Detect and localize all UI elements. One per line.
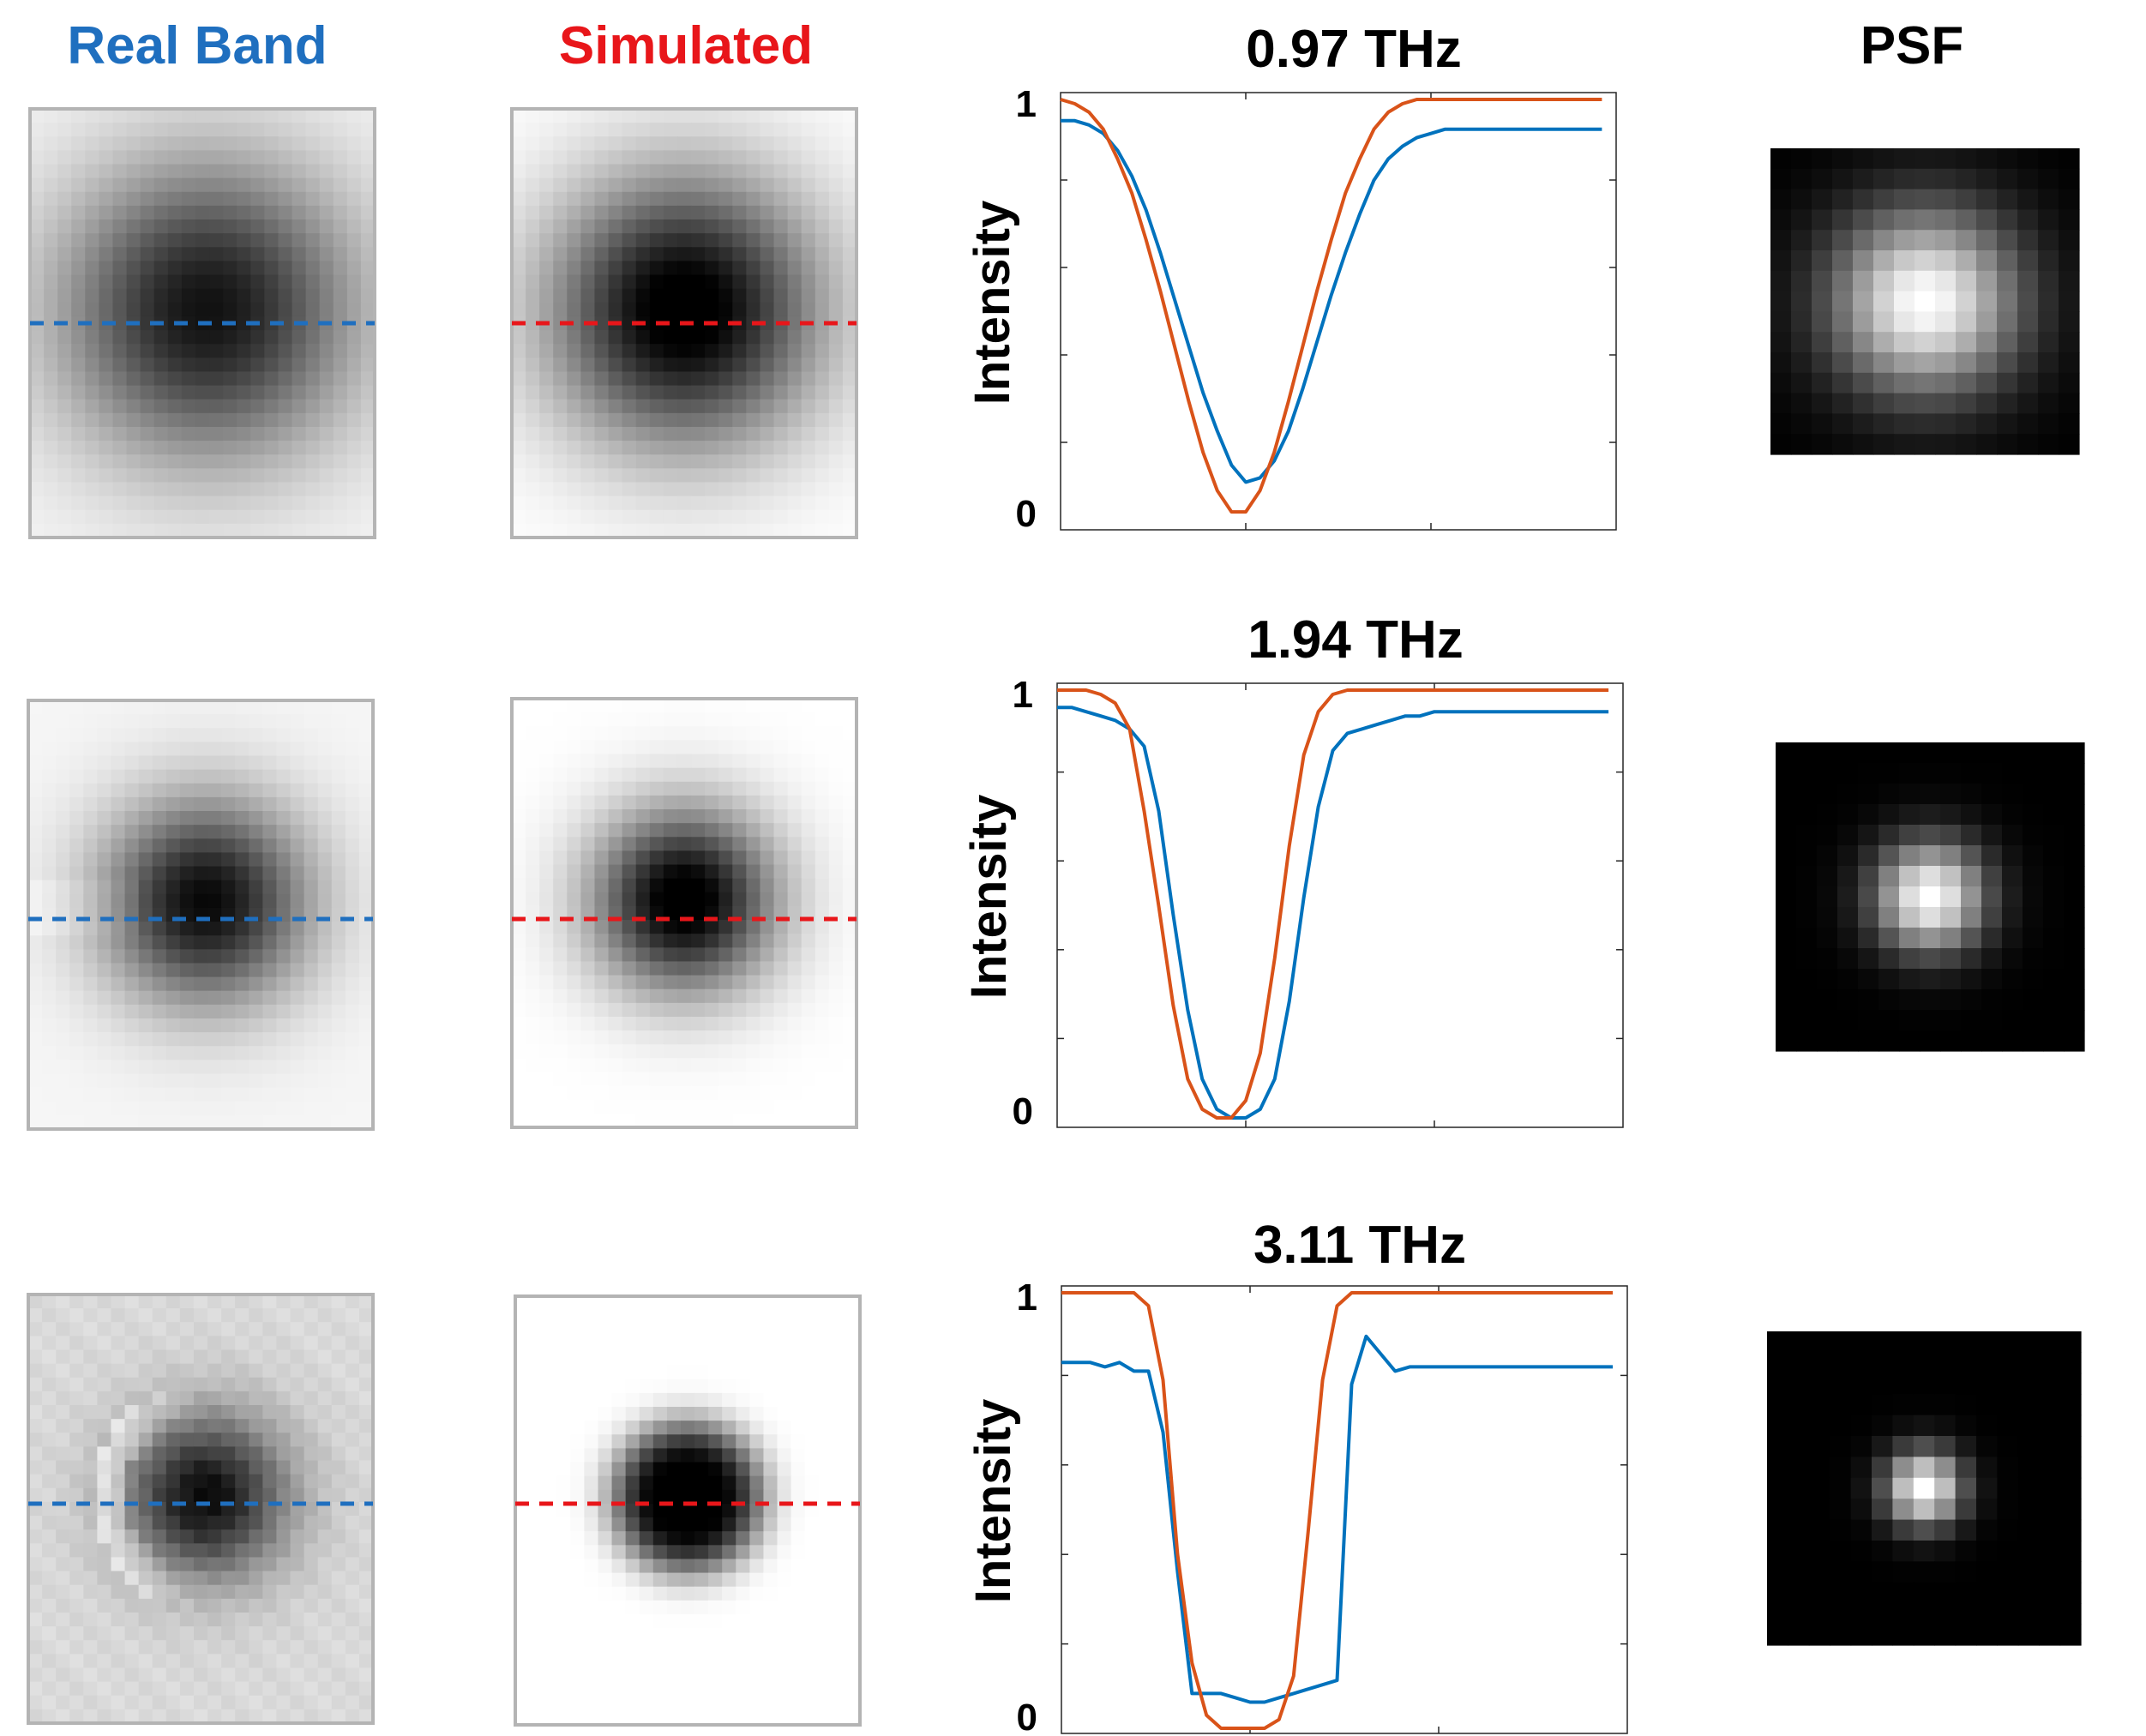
y-axis-label: Intensity xyxy=(965,1399,1021,1604)
profile-chart-2: 1.94 THz 1 0 Intensity xyxy=(961,610,1624,1132)
profile-chart-3: 3.11 THz 1 0 Intensity xyxy=(965,1216,1628,1736)
series-line-simulated xyxy=(1057,688,1609,1120)
simulated-image-3 xyxy=(515,1296,861,1726)
series-line-real-band xyxy=(1057,706,1609,1120)
simulated-image-2-frame xyxy=(510,697,858,1129)
real-band-image-3 xyxy=(28,1294,374,1724)
y-tick-label-min: 0 xyxy=(1013,1090,1033,1132)
simulated-image-3-frame xyxy=(514,1294,862,1727)
chart-axes-box xyxy=(1061,1285,1628,1734)
y-axis-label: Intensity xyxy=(961,795,1017,1000)
y-tick-label-max: 1 xyxy=(1016,83,1037,125)
real-band-image-2-frame xyxy=(27,699,375,1131)
chart-axes-box xyxy=(1056,682,1624,1128)
simulated-image-2 xyxy=(512,699,857,1128)
real-band-image-1 xyxy=(30,109,376,538)
chart-title: 0.97 THz xyxy=(1246,20,1462,79)
chart-title: 3.11 THz xyxy=(1253,1216,1466,1275)
psf-header: PSF xyxy=(1860,16,1964,75)
psf-image-2 xyxy=(1776,742,2085,1052)
real-band-image-2 xyxy=(28,700,374,1130)
real-band-header: Real Band xyxy=(67,16,328,75)
y-tick-label-min: 0 xyxy=(1016,493,1037,535)
chart-axes-box xyxy=(1060,92,1617,531)
y-axis-label: Intensity xyxy=(965,201,1020,405)
psf-image-1 xyxy=(1770,148,2080,455)
y-tick-label-max: 1 xyxy=(1017,1276,1037,1319)
profile-chart-1: 0.97 THz 1 0 Intensity xyxy=(965,20,1617,535)
chart-title: 1.94 THz xyxy=(1247,610,1464,670)
series-line-real-band xyxy=(1061,118,1602,484)
simulated-header: Simulated xyxy=(558,16,814,75)
psf-image-3 xyxy=(1767,1331,2082,1646)
series-line-simulated xyxy=(1061,1291,1614,1730)
simulated-image-1 xyxy=(512,109,857,538)
series-line-simulated xyxy=(1060,98,1602,514)
y-tick-label-min: 0 xyxy=(1017,1697,1037,1736)
y-tick-label-max: 1 xyxy=(1013,674,1033,716)
real-band-image-3-frame xyxy=(27,1293,375,1725)
series-line-real-band xyxy=(1061,1334,1614,1704)
